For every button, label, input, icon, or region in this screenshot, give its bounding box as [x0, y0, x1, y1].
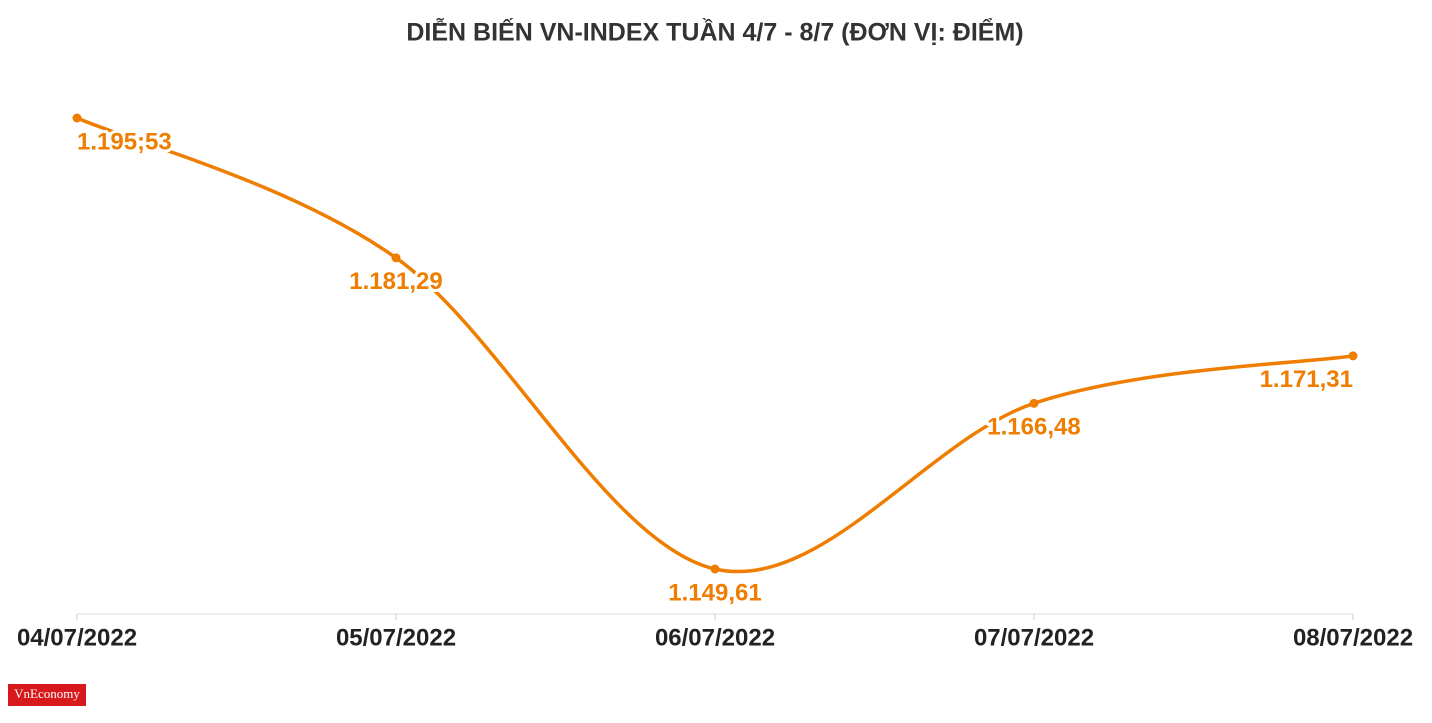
x-tick-label: 07/07/2022	[974, 624, 1094, 651]
x-tick-label: 06/07/2022	[655, 624, 775, 651]
line	[76, 116, 1354, 574]
point	[1348, 351, 1358, 361]
x-tick-label: 04/07/2022	[17, 624, 137, 651]
point	[391, 253, 401, 263]
x-tick-label: 08/07/2022	[1293, 624, 1413, 651]
point	[1029, 398, 1039, 408]
data-label: 1.195;53	[77, 128, 172, 155]
x-tick-label: 05/07/2022	[336, 624, 456, 651]
point	[710, 564, 720, 574]
data-label: 1.166,48	[987, 414, 1080, 441]
logo-box	[8, 684, 86, 706]
data-label: 1.149,61	[668, 579, 761, 606]
data-label: 1.171,31	[1260, 366, 1353, 393]
point	[72, 113, 82, 123]
logo: VnEconomy	[14, 686, 80, 701]
chart-title: DIỄN BIẾN VN-INDEX TUẦN 4/7 - 8/7 (ĐƠN V…	[406, 17, 1023, 47]
data-label: 1.181,29	[349, 268, 442, 295]
